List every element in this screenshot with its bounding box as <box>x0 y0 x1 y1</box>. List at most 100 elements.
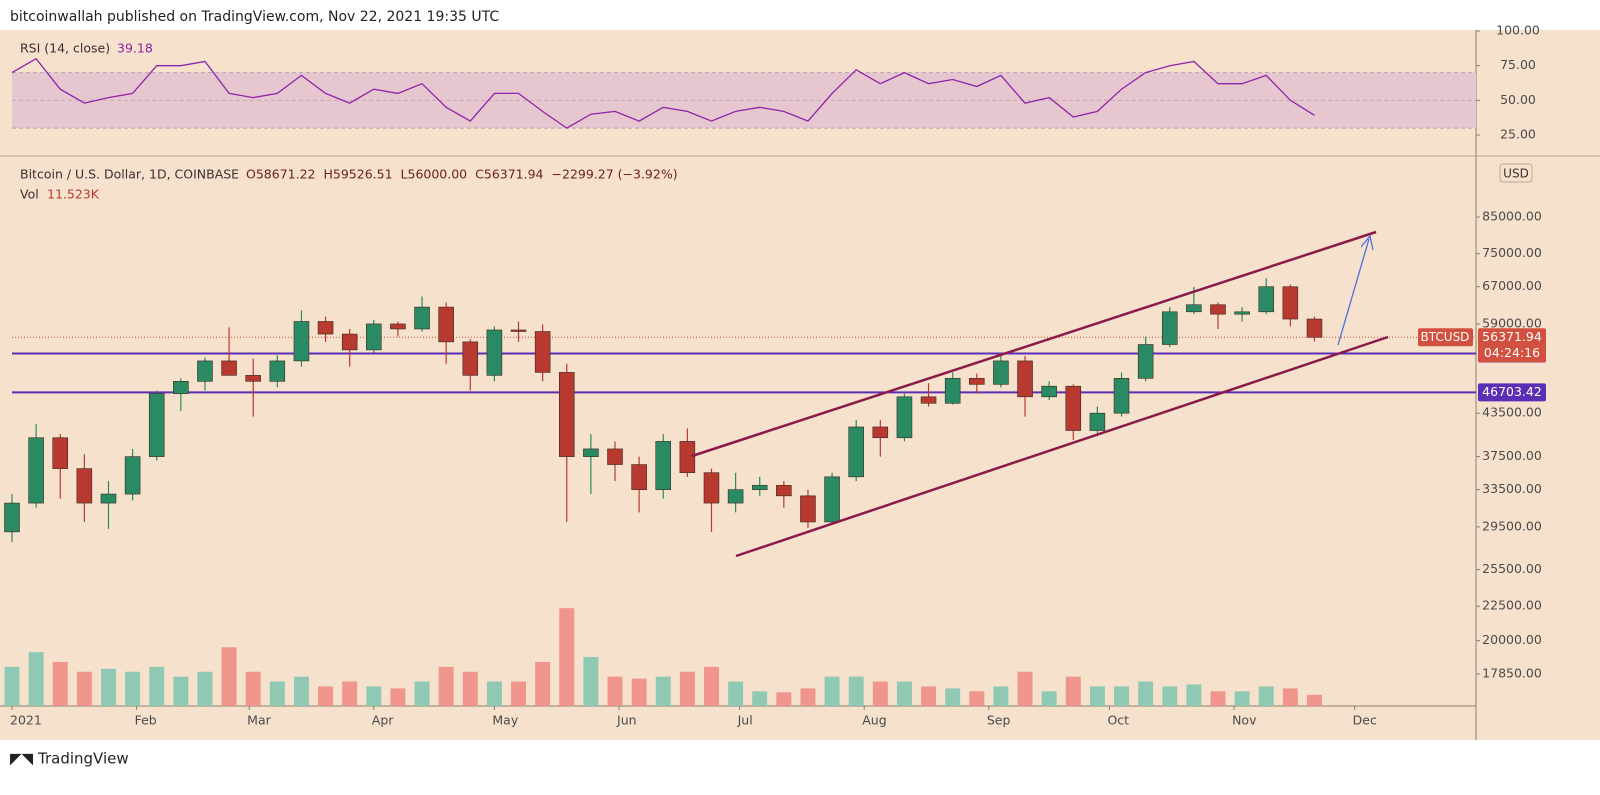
ohlc-item: H59526.51 <box>323 167 392 182</box>
footer-logo: ◤◥ <box>10 750 34 768</box>
projection-arrow <box>1337 238 1370 346</box>
x-tick-label: Sep <box>987 713 1011 728</box>
candle-body <box>1258 286 1275 313</box>
volume-bar <box>1307 694 1322 706</box>
candle-body <box>920 396 937 404</box>
volume-bar <box>1210 691 1226 706</box>
drawings <box>691 230 1389 558</box>
ohlc-item: O58671.22 <box>246 167 315 182</box>
x-tick-label: 2021 <box>10 713 42 728</box>
volume-bar <box>390 688 406 706</box>
candle-body <box>1137 344 1154 379</box>
volume-bar <box>1282 688 1298 706</box>
arrow-head <box>1360 234 1374 251</box>
header: bitcoinwallah published on TradingView.c… <box>10 9 499 25</box>
volume-bar <box>293 676 309 706</box>
candle-body <box>269 360 286 382</box>
level-badge <box>1478 383 1546 402</box>
candle-body <box>4 502 20 533</box>
channel-upper <box>691 230 1377 458</box>
candle-body <box>1041 385 1057 398</box>
volume-bar <box>1041 691 1057 706</box>
y-tick-label: 22500.00 <box>1482 598 1542 613</box>
vol-label: Vol <box>20 187 39 202</box>
candle-body <box>1306 318 1323 338</box>
candle-body <box>1113 378 1130 414</box>
currency-badge[interactable] <box>1499 163 1533 183</box>
candle-body <box>486 329 503 376</box>
left-edge <box>0 30 12 740</box>
candle-body <box>197 360 213 382</box>
y-tick-label: 37500.00 <box>1482 448 1542 463</box>
candle-body <box>293 321 310 362</box>
volume-bar <box>4 666 20 706</box>
x-tick-label: Mar <box>247 713 271 728</box>
candle-body <box>221 360 237 376</box>
candle-body <box>703 472 720 504</box>
candle-body <box>366 323 382 351</box>
volume-bar <box>366 686 382 706</box>
candle-body <box>52 437 69 469</box>
rsi-value: 39.18 <box>117 41 153 56</box>
volume-bar <box>1162 686 1178 706</box>
y-tick-label: 85000.00 <box>1482 209 1542 224</box>
x-tick-label: Jun <box>616 713 637 728</box>
volume-bar <box>28 652 44 706</box>
last-price-badge <box>1478 328 1546 363</box>
volume-bar <box>559 608 575 706</box>
rsi-tick-label: 50.00 <box>1500 92 1536 107</box>
candle-body <box>148 393 165 457</box>
volume-bar <box>631 678 647 706</box>
level-label: 46703.42 <box>1482 384 1542 399</box>
candle-body <box>245 375 261 382</box>
y-tick-label: 67000.00 <box>1482 278 1542 293</box>
y-tick-label: 33500.00 <box>1482 481 1542 496</box>
x-tick-label: Dec <box>1353 713 1377 728</box>
channel-lower <box>735 335 1389 558</box>
volume-bar <box>101 668 116 706</box>
x-tick-label: Aug <box>862 713 886 728</box>
volume-bar <box>1258 686 1274 706</box>
candle-body <box>558 372 575 457</box>
volume-bar <box>535 661 551 706</box>
volume-bar <box>438 666 454 706</box>
footer: TradingView <box>37 750 129 768</box>
candle-body <box>824 476 840 523</box>
candle-body <box>776 485 792 497</box>
candle-body <box>944 378 961 404</box>
volume-bar <box>1114 686 1129 706</box>
candle-body <box>76 468 93 504</box>
candle-body <box>317 321 334 335</box>
candle-body <box>1089 412 1106 431</box>
rsi-title: RSI (14, close) <box>20 41 110 56</box>
volume-bar <box>607 676 623 706</box>
candle-body <box>341 333 358 351</box>
volume-bar <box>583 657 599 706</box>
candle-body <box>1065 385 1082 431</box>
volume-bar <box>896 681 912 706</box>
volume-bar <box>269 681 285 706</box>
y-tick-label: 29500.00 <box>1482 518 1542 533</box>
x-tick-label: Feb <box>135 713 157 728</box>
volume-bar <box>318 686 334 706</box>
candle-body <box>993 360 1009 385</box>
x-tick-label: Nov <box>1232 713 1257 728</box>
x-tick-label: Oct <box>1107 713 1129 728</box>
chart-background <box>0 30 1600 740</box>
volume-bar <box>1138 681 1154 706</box>
candle-body <box>872 426 889 439</box>
y-tick-label: 75000.00 <box>1482 245 1542 260</box>
volume-bar <box>462 671 478 706</box>
candle-body <box>462 341 479 376</box>
volume-bar <box>245 671 261 706</box>
y-tick-label: 43500.00 <box>1482 405 1542 420</box>
countdown: 04:24:16 <box>1484 345 1540 360</box>
rsi-tick-label: 25.00 <box>1500 127 1536 142</box>
ohlc-item: L56000.00 <box>401 167 468 182</box>
candle-body <box>124 456 141 495</box>
candle-body <box>100 493 117 504</box>
candle-body <box>1017 360 1033 398</box>
candle-body <box>848 426 864 478</box>
candle-body <box>438 306 454 343</box>
volume-bar <box>800 688 816 706</box>
